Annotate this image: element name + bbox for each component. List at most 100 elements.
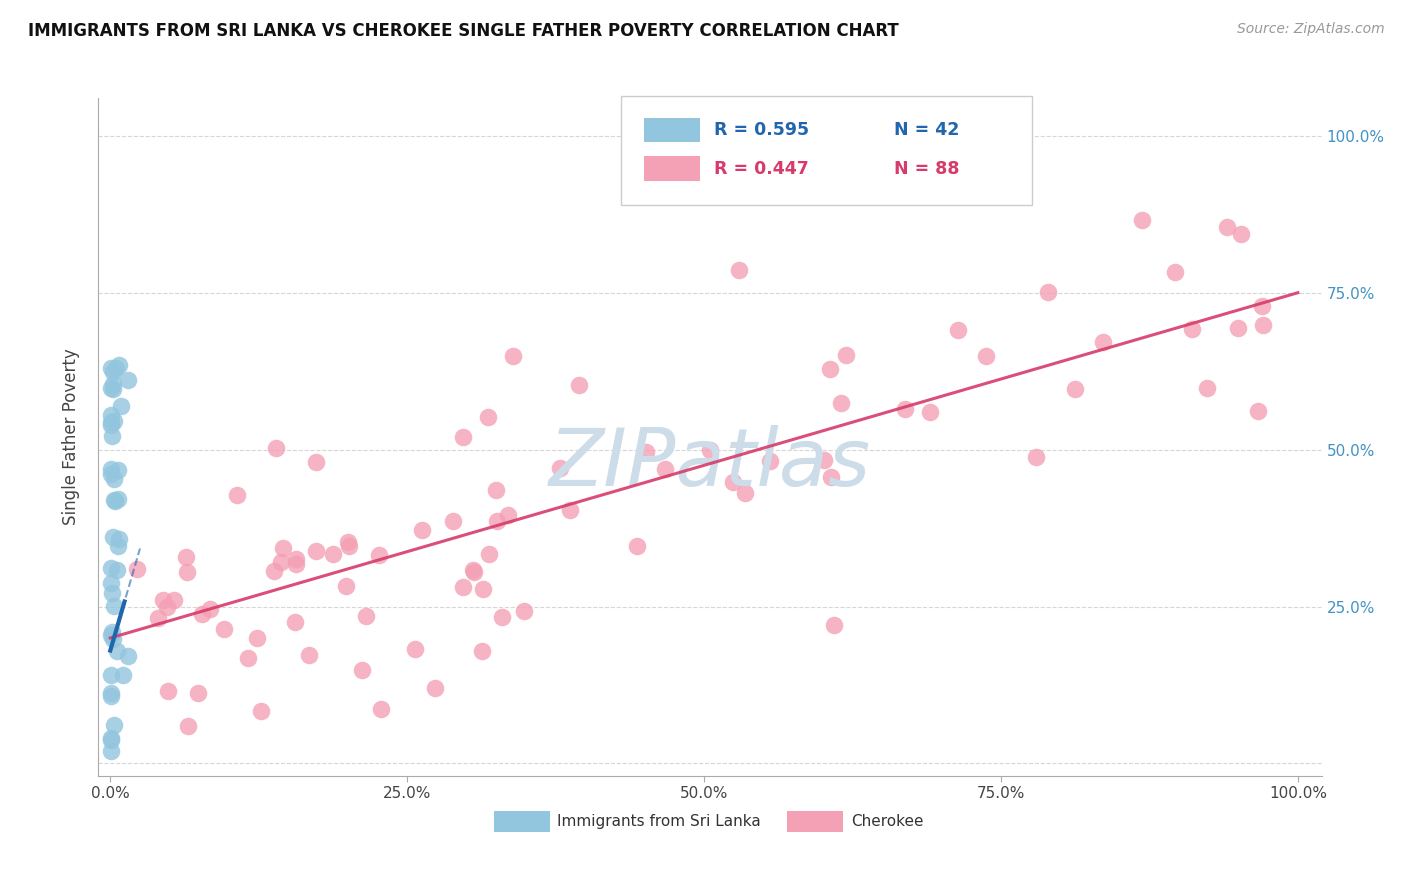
Point (236, 651, 259, 665)
Point (1251, 318, 1274, 333)
Y-axis label: Single Father Poverty: Single Father Poverty (62, 349, 80, 525)
Point (818, 362, 841, 376)
Point (284, 558, 307, 572)
Text: Cherokee: Cherokee (851, 814, 924, 829)
Point (1251, 299, 1274, 313)
Point (335, 579, 357, 593)
Point (245, 631, 267, 645)
Point (198, 601, 221, 615)
Point (759, 453, 782, 467)
Point (568, 377, 591, 392)
Point (471, 644, 494, 658)
Point (550, 461, 572, 475)
Point (187, 685, 209, 699)
Point (100, 689, 122, 703)
Point (728, 262, 751, 277)
Point (250, 704, 273, 718)
Point (103, 414, 125, 428)
Text: Immigrants from Sri Lanka: Immigrants from Sri Lanka (557, 814, 761, 829)
Point (1227, 320, 1250, 334)
Point (100, 667, 122, 681)
Point (477, 409, 499, 424)
Point (103, 493, 125, 508)
Text: R = 0.595: R = 0.595 (714, 121, 808, 139)
Point (284, 615, 307, 629)
Point (512, 604, 534, 618)
Point (212, 622, 235, 636)
Point (100, 628, 122, 642)
Point (100, 415, 122, 429)
Point (101, 529, 124, 543)
Point (100, 624, 122, 639)
Point (370, 702, 392, 716)
Point (100, 576, 122, 591)
Point (264, 441, 287, 455)
Point (356, 609, 378, 624)
Point (100, 744, 122, 758)
Point (100, 731, 122, 745)
Point (626, 539, 648, 553)
Point (100, 418, 122, 433)
Point (101, 428, 124, 442)
FancyBboxPatch shape (620, 96, 1032, 205)
Point (101, 383, 124, 397)
Text: N = 88: N = 88 (894, 160, 959, 178)
Point (103, 718, 125, 732)
Point (734, 485, 756, 500)
Point (100, 381, 122, 395)
Point (270, 555, 292, 569)
Point (273, 541, 295, 556)
Point (461, 563, 484, 577)
Point (107, 533, 129, 547)
Point (699, 443, 721, 458)
Point (1130, 213, 1153, 227)
Point (636, 444, 658, 458)
Point (100, 561, 122, 575)
Point (100, 408, 122, 422)
Point (471, 582, 494, 596)
Point (1091, 335, 1114, 350)
Point (111, 668, 134, 682)
Point (146, 610, 169, 624)
Point (125, 562, 148, 576)
Point (110, 399, 132, 413)
Point (1036, 285, 1059, 300)
FancyBboxPatch shape (494, 812, 550, 831)
Point (103, 377, 125, 392)
Point (100, 467, 122, 481)
Text: R = 0.447: R = 0.447 (714, 160, 808, 178)
Point (1229, 227, 1251, 241)
Point (117, 648, 139, 663)
Point (163, 593, 186, 607)
Point (1025, 450, 1047, 464)
Point (1247, 404, 1270, 418)
Point (263, 565, 285, 579)
Point (820, 470, 842, 484)
Point (101, 585, 124, 599)
Point (1181, 322, 1204, 336)
Point (425, 681, 447, 695)
Point (1164, 265, 1187, 279)
Point (177, 718, 200, 732)
Point (101, 632, 124, 647)
Point (1064, 382, 1087, 396)
Point (485, 514, 508, 528)
Point (107, 462, 129, 476)
Point (152, 593, 174, 607)
Point (496, 508, 519, 522)
Point (100, 361, 122, 376)
Text: ZIPatlas: ZIPatlas (548, 425, 872, 503)
FancyBboxPatch shape (787, 812, 844, 831)
Point (107, 539, 129, 553)
Point (477, 547, 499, 561)
Point (104, 494, 127, 508)
Point (285, 552, 308, 566)
Point (368, 548, 391, 562)
Point (226, 488, 249, 502)
Point (1195, 381, 1218, 395)
Point (491, 609, 513, 624)
Point (117, 373, 139, 387)
Point (304, 455, 326, 469)
Point (654, 462, 676, 476)
Point (946, 322, 969, 336)
